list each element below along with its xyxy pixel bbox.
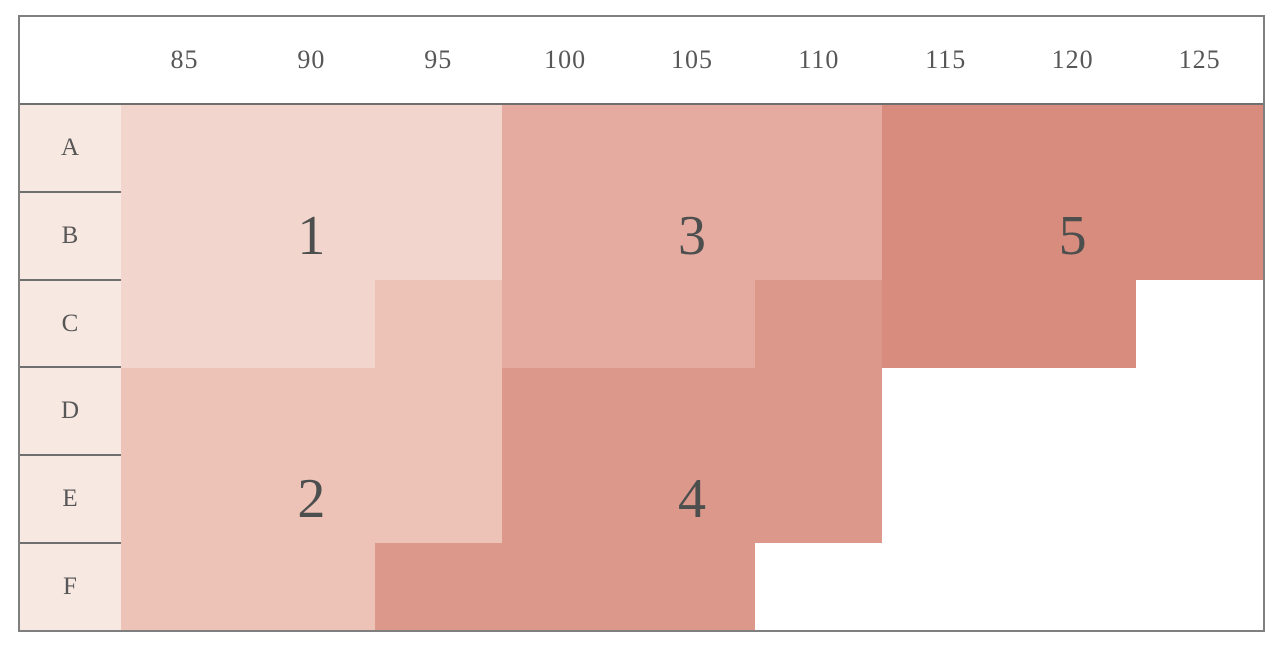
zone-cell-D-95 bbox=[374, 367, 502, 455]
row-label-E: E bbox=[20, 456, 121, 545]
row-label-C: C bbox=[20, 280, 121, 369]
column-label-115: 115 bbox=[925, 45, 967, 74]
zone-cell-A-90 bbox=[247, 105, 375, 193]
zone-cell-B-85 bbox=[121, 192, 248, 280]
zone-cell-A-115 bbox=[882, 105, 1010, 193]
zone-cell-B-95 bbox=[374, 192, 502, 280]
zone-cell-A-95 bbox=[374, 105, 502, 193]
zone-cell-E-110 bbox=[755, 455, 883, 543]
zone-grid bbox=[121, 105, 1263, 630]
zone-cell-F-125 bbox=[1136, 542, 1263, 630]
zone-cell-C-125 bbox=[1136, 280, 1263, 368]
zone-cell-D-120 bbox=[1009, 367, 1137, 455]
zone-cell-F-85 bbox=[121, 542, 248, 630]
column-label-110: 110 bbox=[798, 45, 840, 74]
zone-cell-D-100 bbox=[501, 367, 629, 455]
zone-cell-B-110 bbox=[755, 192, 883, 280]
zone-cell-E-95 bbox=[374, 455, 502, 543]
zone-cell-F-100 bbox=[501, 542, 629, 630]
row-label-D: D bbox=[20, 368, 121, 457]
column-label-90: 90 bbox=[297, 45, 326, 74]
zone-cell-B-105 bbox=[628, 192, 756, 280]
zone-cell-C-85 bbox=[121, 280, 248, 368]
zone-cell-F-105 bbox=[628, 542, 756, 630]
zone-cell-C-115 bbox=[882, 280, 1010, 368]
zone-cell-A-100 bbox=[501, 105, 629, 193]
zone-cell-C-110 bbox=[755, 280, 883, 368]
zone-cell-C-90 bbox=[247, 280, 375, 368]
zone-cell-D-85 bbox=[121, 367, 248, 455]
zone-cell-A-110 bbox=[755, 105, 883, 193]
row-label-A: A bbox=[20, 105, 121, 193]
zone-cell-A-85 bbox=[121, 105, 248, 193]
zone-cell-D-115 bbox=[882, 367, 1010, 455]
zone-cell-E-100 bbox=[501, 455, 629, 543]
zone-cell-B-120 bbox=[1009, 192, 1137, 280]
zone-cell-E-105 bbox=[628, 455, 756, 543]
zone-cell-A-125 bbox=[1136, 105, 1263, 193]
zone-cell-B-100 bbox=[501, 192, 629, 280]
zone-cell-F-120 bbox=[1009, 542, 1137, 630]
column-label-85: 85 bbox=[170, 45, 199, 74]
zone-cell-B-115 bbox=[882, 192, 1010, 280]
zone-cell-A-120 bbox=[1009, 105, 1137, 193]
zone-cell-E-85 bbox=[121, 455, 248, 543]
zone-cell-F-110 bbox=[755, 542, 883, 630]
zone-cell-D-110 bbox=[755, 367, 883, 455]
column-header-row: 85 90 95 100 105 110 115 120 125 bbox=[20, 17, 1263, 105]
row-label-F: F bbox=[20, 544, 121, 630]
column-label-120: 120 bbox=[1051, 45, 1094, 74]
column-label-95: 95 bbox=[424, 45, 453, 74]
row-label-B: B bbox=[20, 192, 121, 281]
column-label-100: 100 bbox=[544, 45, 587, 74]
zone-cell-E-115 bbox=[882, 455, 1010, 543]
zone-cell-E-90 bbox=[247, 455, 375, 543]
zone-cell-C-95 bbox=[374, 280, 502, 368]
zone-cell-C-100 bbox=[501, 280, 629, 368]
zone-cell-F-90 bbox=[247, 542, 375, 630]
zone-cell-E-125 bbox=[1136, 455, 1263, 543]
column-label-105: 105 bbox=[671, 45, 713, 74]
zone-cell-F-115 bbox=[882, 542, 1010, 630]
column-label-125: 125 bbox=[1178, 45, 1221, 74]
corner-cell bbox=[20, 17, 121, 103]
zone-cell-C-105 bbox=[628, 280, 756, 368]
zone-cell-C-120 bbox=[1009, 280, 1137, 368]
zone-cell-D-125 bbox=[1136, 367, 1263, 455]
zone-cell-E-120 bbox=[1009, 455, 1137, 543]
zone-cell-B-125 bbox=[1136, 192, 1263, 280]
zone-cell-D-105 bbox=[628, 367, 756, 455]
zone-cell-F-95 bbox=[374, 542, 502, 630]
zone-cell-B-90 bbox=[247, 192, 375, 280]
zone-cell-D-90 bbox=[247, 367, 375, 455]
zone-cell-A-105 bbox=[628, 105, 756, 193]
